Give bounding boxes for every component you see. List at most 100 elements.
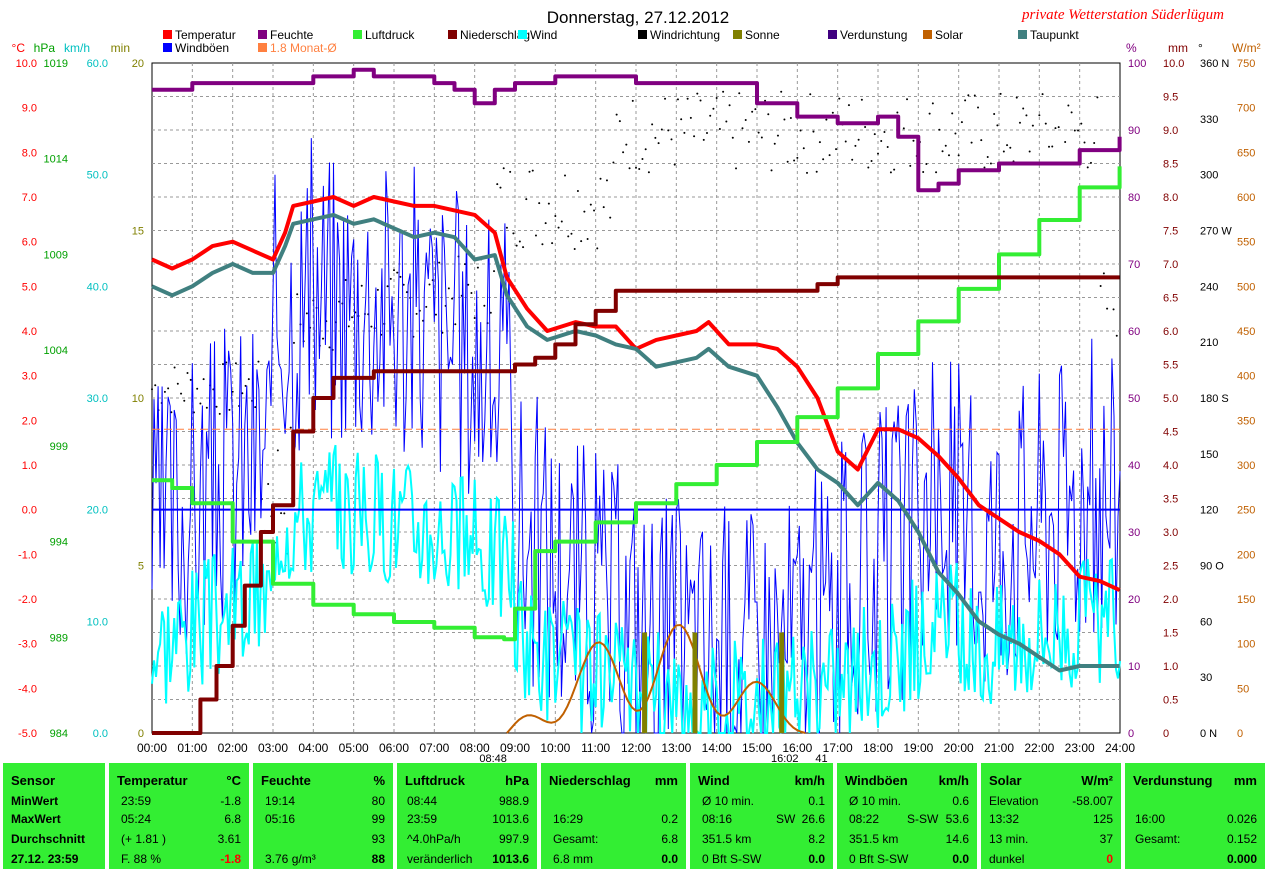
- axis-tick-wm2-5: 500: [1237, 281, 1255, 293]
- winddir-dot-155: [651, 123, 654, 126]
- time-tick-5: 05:00: [339, 741, 369, 755]
- col_rain-row3-label: 6.8 mm: [553, 852, 594, 866]
- legend-swatch-9: [1018, 30, 1027, 39]
- axis-unit-min: min: [111, 41, 130, 55]
- axis-tick-pct-4: 60: [1128, 326, 1140, 338]
- winddir-dot-203: [806, 171, 809, 174]
- axis-tick-temp-8: 2.0: [22, 415, 37, 427]
- winddir-dot-157: [657, 142, 660, 145]
- winddir-dot-16: [202, 378, 205, 381]
- axis-tick-deg-12: 0 N: [1200, 728, 1217, 740]
- axis-tick-wm2-0: 750: [1237, 58, 1255, 70]
- axis-tick-pct-7: 30: [1128, 527, 1140, 539]
- col_solar-row1-label: 13:32: [989, 812, 1020, 826]
- axis-tick-hpa-2: 1009: [44, 249, 68, 261]
- axis-tick-deg-6: 180 S: [1200, 393, 1229, 405]
- col_hum-row0-label: 19:14: [265, 794, 296, 808]
- winddir-dot-291: [1089, 161, 1092, 164]
- winddir-dot-283: [1064, 140, 1067, 143]
- time-tick-9: 09:00: [500, 741, 530, 755]
- col_rain-row2-value: 6.8: [661, 832, 678, 846]
- winddir-dot-118: [531, 169, 534, 172]
- winddir-dot-141: [605, 179, 608, 182]
- time-tick-19: 19:00: [903, 741, 933, 755]
- winddir-dot-170: [699, 99, 702, 102]
- axis-tick-kmh-3: 30.0: [87, 393, 108, 405]
- legend-label-0: Temperatur: [175, 28, 236, 42]
- winddir-dot-278: [1048, 145, 1051, 148]
- axis-tick-pct-10: 0: [1128, 728, 1134, 740]
- winddir-dot-253: [967, 94, 970, 97]
- winddir-dot-167: [689, 116, 692, 119]
- winddir-dot-24: [228, 408, 231, 411]
- col_wind-row1-value: 26.6: [801, 812, 825, 826]
- col_rain-row2-label: Gesamt:: [553, 832, 599, 846]
- legend-swatch-2: [353, 30, 362, 39]
- axis-tick-mm-18: 1.0: [1163, 661, 1178, 673]
- winddir-dot-220: [860, 98, 863, 101]
- stats-max-label: MaxWert: [11, 812, 61, 826]
- col_evap-row2-value: 0.152: [1226, 832, 1257, 846]
- stats-press-panel: Luftdruck hPa 08:44 988.9 23:59 1013.6 ^4.0hPa…: [397, 763, 537, 869]
- axis-tick-mm-3: 8.5: [1163, 159, 1178, 171]
- winddir-dot-12: [189, 378, 192, 381]
- col_wind-row0-label: Ø 10 min.: [702, 794, 755, 808]
- winddir-dot-295: [1102, 272, 1105, 275]
- winddir-dot-146: [622, 151, 625, 154]
- axis-tick-wm2-14: 50: [1237, 683, 1249, 695]
- axis-tick-min-0: 20: [132, 58, 144, 70]
- winddir-dot-251: [960, 121, 963, 124]
- winddir-dot-292: [1093, 142, 1096, 145]
- axis-tick-min-2: 10: [132, 393, 144, 405]
- winddir-dot-40: [280, 512, 283, 515]
- axis-tick-mm-7: 6.5: [1163, 293, 1178, 305]
- winddir-dot-193: [773, 142, 776, 145]
- stats-solar-panel: Solar W/m² Elevation -58.007 13:32 125 13 min.…: [981, 763, 1121, 869]
- winddir-dot-154: [647, 171, 650, 174]
- winddir-dot-266: [1009, 146, 1012, 149]
- winddir-dot-17: [205, 406, 208, 409]
- stats-sensor-header: Sensor: [11, 773, 56, 788]
- axis-tick-wm2-12: 150: [1237, 594, 1255, 606]
- winddir-dot-124: [551, 242, 554, 245]
- col_gust-row0-label: Ø 10 min.: [849, 794, 902, 808]
- time-tick-21: 21:00: [984, 741, 1014, 755]
- winddir-dot-275: [1038, 114, 1041, 117]
- winddir-dot-207: [818, 141, 821, 144]
- winddir-dot-133: [580, 240, 583, 243]
- winddir-dot-75: [393, 269, 395, 272]
- winddir-dot-36: [267, 483, 270, 486]
- col_temp-row2-label: (+ 1.81 ): [121, 832, 167, 846]
- winddir-dot-98: [467, 283, 470, 286]
- axis-tick-deg-4: 240: [1200, 281, 1218, 293]
- winddir-dot-150: [635, 166, 637, 169]
- winddir-dot-112: [512, 232, 515, 235]
- axis-tick-wm2-7: 400: [1237, 371, 1255, 383]
- series-luftdruck: [152, 166, 1122, 642]
- legend-swatch-7: [828, 30, 837, 39]
- winddir-dot-79: [405, 291, 408, 294]
- winddir-dot-293: [1096, 96, 1099, 99]
- legend-label-7: Verdunstung: [840, 28, 907, 42]
- winddir-dot-280: [1054, 127, 1057, 130]
- winddir-dot-281: [1057, 126, 1060, 129]
- axis-tick-pct-6: 40: [1128, 460, 1140, 472]
- axis-tick-temp-3: 7.0: [22, 192, 37, 204]
- axis-tick-temp-1: 9.0: [22, 103, 37, 115]
- series-niederschlag: [152, 275, 1120, 735]
- winddir-dot-135: [586, 237, 589, 240]
- axis-tick-pct-0: 100: [1128, 58, 1146, 70]
- legend-swatch-1: [258, 30, 267, 39]
- winddir-dot-188: [757, 131, 760, 134]
- winddir-dot-137: [593, 209, 596, 212]
- time-tick-3: 03:00: [258, 741, 288, 755]
- winddir-dot-226: [880, 139, 883, 142]
- winddir-dot-92: [447, 287, 450, 290]
- winddir-dot-130: [570, 232, 573, 235]
- col_solar-row2-label: 13 min.: [989, 832, 1029, 846]
- winddir-dot-8: [176, 382, 179, 385]
- axis-tick-mm-5: 7.5: [1163, 226, 1178, 238]
- weather-chart: Donnerstag, 27.12.2012 private Wettersta…: [12, 7, 1261, 763]
- winddir-dot-163: [676, 98, 679, 101]
- winddir-dot-149: [631, 99, 634, 102]
